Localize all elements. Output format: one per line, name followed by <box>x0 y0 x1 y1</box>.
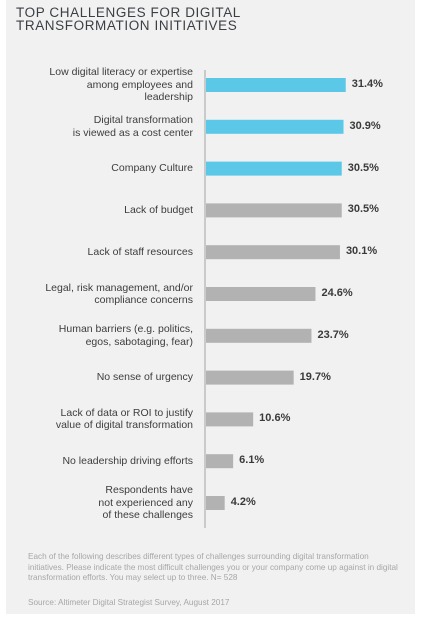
category-label: No sense of urgency <box>96 371 193 384</box>
value-label: 24.6% <box>321 287 353 299</box>
value-label: 30.1% <box>345 245 378 258</box>
category-label: Human barriers (e.g. politics, egos, sab… <box>58 323 193 348</box>
source-line: Source: Altimeter Digital Strategist Sur… <box>28 598 230 607</box>
value-label: 30.5% <box>347 161 379 174</box>
bar <box>206 78 346 92</box>
value-label: 6.1% <box>239 454 265 467</box>
value-label: 31.4% <box>351 78 383 90</box>
value-label: 19.7% <box>299 370 331 383</box>
value-label: 30.9% <box>349 119 381 132</box>
bar <box>206 203 342 218</box>
bar <box>206 370 294 385</box>
bar <box>206 328 312 343</box>
bar <box>206 412 254 427</box>
chart-card: TOP CHALLENGES FOR DIGITAL TRANSFORMATIO… <box>6 0 415 614</box>
value-label: 10.6% <box>259 412 291 425</box>
value-label: 4.2% <box>230 496 256 508</box>
bar <box>206 496 225 510</box>
category-label: No leadership driving efforts <box>62 454 193 467</box>
value-label: 30.5% <box>347 203 379 216</box>
category-label: Company Culture <box>111 162 193 175</box>
category-label: Low digital literacy or expertise among … <box>49 66 193 104</box>
category-label: Legal, risk management, and/or complianc… <box>45 281 193 307</box>
bar <box>206 454 234 469</box>
value-label: 23.7% <box>317 328 349 341</box>
category-label: Lack of data or ROI to justify value of … <box>55 406 193 432</box>
bar <box>206 287 316 301</box>
bar <box>206 245 340 260</box>
category-label: Lack of budget <box>124 204 193 217</box>
category-label: Lack of staff resources <box>87 245 193 258</box>
chart-title: TOP CHALLENGES FOR DIGITAL TRANSFORMATIO… <box>16 5 241 33</box>
category-label: Respondents have not experienced any of … <box>98 484 193 522</box>
bar <box>206 161 342 176</box>
survey-note: Each of the following describes differen… <box>28 552 398 582</box>
bar <box>206 119 344 134</box>
category-label: Digital transformation is viewed as a co… <box>72 114 193 139</box>
